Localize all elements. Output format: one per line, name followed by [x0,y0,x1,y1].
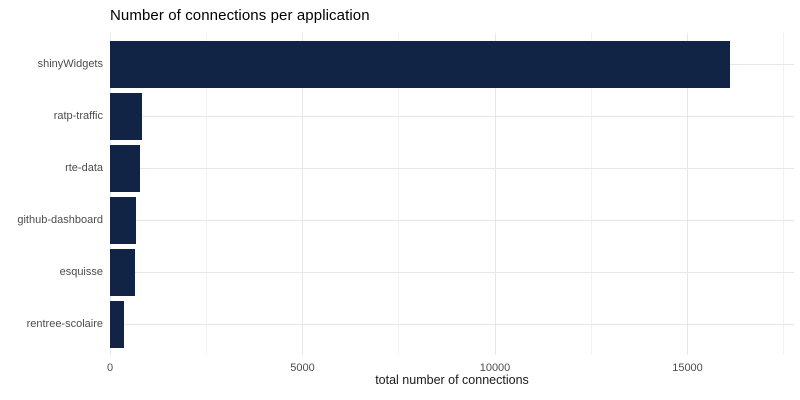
x-axis-tick-label: 15000 [672,362,703,374]
bar-github-dashboard [110,196,137,244]
chart-title: Number of connections per application [110,7,370,24]
bar-rte-data [110,144,141,192]
bar-esquisse [110,248,136,296]
y-axis-label: shinyWidgets [37,58,103,70]
x-axis-tick-label: 10000 [479,362,511,374]
gridline-major-vertical [302,33,303,355]
x-axis-title: total number of connections [375,373,529,387]
plot-area [109,33,794,355]
y-axis-label: esquisse [59,266,103,278]
gridline-major-horizontal [110,219,794,221]
gridline-major-vertical [687,33,688,355]
gridline-major-vertical [494,33,496,355]
bar-rentree-scolaire [110,300,124,348]
gridline-minor-vertical [590,33,592,355]
gridline-major-horizontal [110,271,794,273]
x-axis-tick-label: 0 [106,362,114,374]
gridline-minor-vertical [398,33,400,355]
y-axis-label: github-dashboard [17,214,103,226]
y-axis-label: ratp-traffic [53,110,103,122]
gridline-minor-vertical [783,33,785,355]
bar-shinywidgets [110,40,730,88]
y-axis-label: rentree-scolaire [26,318,103,330]
gridline-major-horizontal [110,167,794,169]
gridline-major-horizontal [110,323,794,325]
gridline-major-vertical [109,33,111,355]
y-axis-label: rte-data [65,162,103,174]
bar-ratp-traffic [110,92,142,140]
gridline-major-horizontal [110,115,794,117]
gridline-minor-vertical [205,33,207,355]
x-axis-tick-label: 5000 [290,362,315,374]
